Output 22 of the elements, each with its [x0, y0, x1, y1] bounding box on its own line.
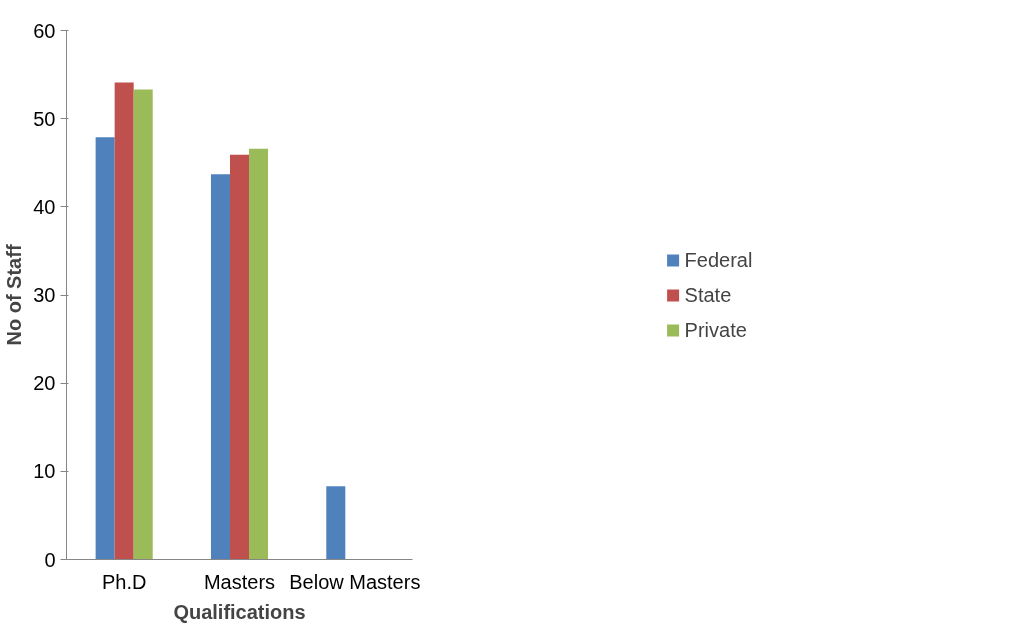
bar [229, 154, 250, 560]
x-tick-label: Below Masters [289, 570, 421, 593]
y-tick-label: 20 [33, 372, 56, 395]
bar [114, 82, 134, 560]
legend-label: Federal [684, 248, 753, 271]
y-axis-title: No of Staff [3, 244, 26, 346]
x-tick-label: Ph.D [101, 570, 147, 593]
bar [210, 174, 230, 560]
y-tick-label: 10 [33, 460, 56, 483]
x-tick-label: Masters [203, 570, 276, 593]
y-tick-label: 40 [33, 195, 56, 218]
y-tick-label: 30 [33, 284, 56, 306]
bar [133, 89, 153, 560]
y-tick-label: 0 [44, 548, 56, 571]
y-tick-label: 50 [33, 107, 56, 130]
y-tick-label: 60 [33, 19, 56, 42]
bar [326, 486, 346, 560]
bar [249, 148, 269, 560]
bar [95, 137, 115, 560]
x-axis-title: Qualifications [173, 600, 306, 623]
legend-label: State [684, 283, 732, 306]
legend-label: Private [684, 318, 747, 341]
